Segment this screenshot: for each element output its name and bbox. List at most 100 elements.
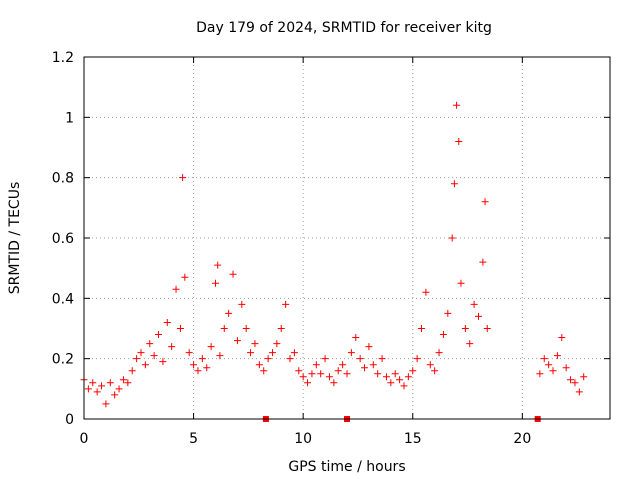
y-tick-label: 0.8 [52, 171, 74, 187]
data-point [382, 373, 390, 381]
data-point [422, 288, 430, 296]
data-point [455, 137, 463, 145]
data-point [409, 367, 417, 375]
data-point [330, 379, 338, 387]
y-tick-label: 0.2 [52, 352, 74, 368]
data-point [567, 376, 575, 384]
data-point [481, 198, 489, 206]
x-tick-label: 5 [189, 431, 198, 447]
data-point [334, 367, 342, 375]
data-point [575, 388, 583, 396]
data-point [312, 361, 320, 369]
data-point [356, 355, 364, 363]
data-point [439, 331, 447, 339]
data-point [339, 361, 347, 369]
x-axis: 0 5 10 15 20 [80, 57, 531, 447]
data-point [361, 364, 369, 372]
data-point [369, 361, 377, 369]
data-point [198, 355, 206, 363]
data-point [290, 349, 298, 357]
x-tick-label: 10 [294, 431, 312, 447]
data-point [549, 367, 557, 375]
data-point [159, 358, 167, 366]
data-point [553, 352, 561, 360]
data-point [229, 270, 237, 278]
data-point [84, 385, 92, 393]
data-point [479, 258, 487, 266]
y-axis-label: SRMTID / TECUs [7, 182, 23, 295]
data-point [89, 379, 97, 387]
data-point [453, 101, 461, 109]
data-point [431, 367, 439, 375]
data-point [93, 388, 101, 396]
data-point [150, 352, 158, 360]
data-point [255, 361, 263, 369]
data-point [475, 312, 482, 320]
data-point [163, 318, 171, 326]
data-point [277, 325, 285, 332]
data-point [317, 370, 325, 378]
data-point [580, 373, 588, 381]
data-point [347, 349, 355, 357]
data-point [321, 355, 329, 363]
data-point [444, 309, 452, 317]
data-point [545, 361, 553, 369]
data-point [562, 364, 570, 372]
data-point [273, 340, 281, 348]
data-point [470, 300, 478, 308]
y-tick-label: 1 [65, 110, 74, 126]
chart-title: Day 179 of 2024, SRMTID for receiver kit… [196, 20, 492, 36]
data-point [203, 364, 211, 372]
data-point [448, 234, 456, 242]
data-point [207, 343, 215, 351]
data-point [466, 340, 474, 348]
data-point [418, 325, 426, 332]
data-point [286, 355, 294, 363]
y-tick-label: 0.4 [52, 291, 74, 307]
data-point [119, 376, 127, 384]
data-point [457, 279, 465, 287]
data-point [106, 379, 114, 387]
data-point [325, 373, 333, 381]
data-point [238, 300, 246, 308]
data-point [396, 376, 404, 384]
data-point [155, 331, 163, 339]
data-point [374, 370, 382, 378]
data-point [571, 379, 579, 387]
data-point [343, 370, 351, 378]
data-point [212, 279, 219, 287]
data-point [558, 334, 566, 342]
data-point [304, 379, 312, 387]
data-point [190, 361, 198, 369]
data-point [168, 343, 176, 351]
data-point [179, 174, 187, 182]
y-tick-label: 0.6 [52, 231, 74, 247]
data-point [387, 379, 395, 387]
data-point [181, 273, 189, 281]
x-tick-label: 0 [80, 431, 89, 447]
data-point [352, 334, 360, 342]
data-point [242, 325, 250, 332]
data-point [111, 391, 119, 399]
data-point [391, 370, 399, 378]
data-point [251, 340, 259, 348]
y-tick-label: 1.2 [52, 50, 74, 66]
data-point [128, 367, 136, 375]
data-point [461, 325, 469, 332]
y-tick-label: 0 [65, 412, 74, 428]
data-point [268, 349, 276, 357]
x-tick-label: 20 [513, 431, 531, 447]
data-point [282, 300, 290, 308]
data-point [308, 370, 316, 378]
data-point [264, 355, 272, 363]
x-tick-label: 15 [404, 431, 422, 447]
data-point [172, 285, 180, 293]
data-point [378, 355, 386, 363]
data-point [225, 309, 233, 317]
y-axis: 0 0.2 0.4 0.6 0.8 1 1.2 [52, 50, 610, 428]
data-point [133, 355, 141, 363]
data-point [450, 180, 458, 188]
x-axis-label: GPS time / hours [288, 459, 405, 475]
data-point [536, 370, 544, 378]
data-points [80, 101, 588, 408]
